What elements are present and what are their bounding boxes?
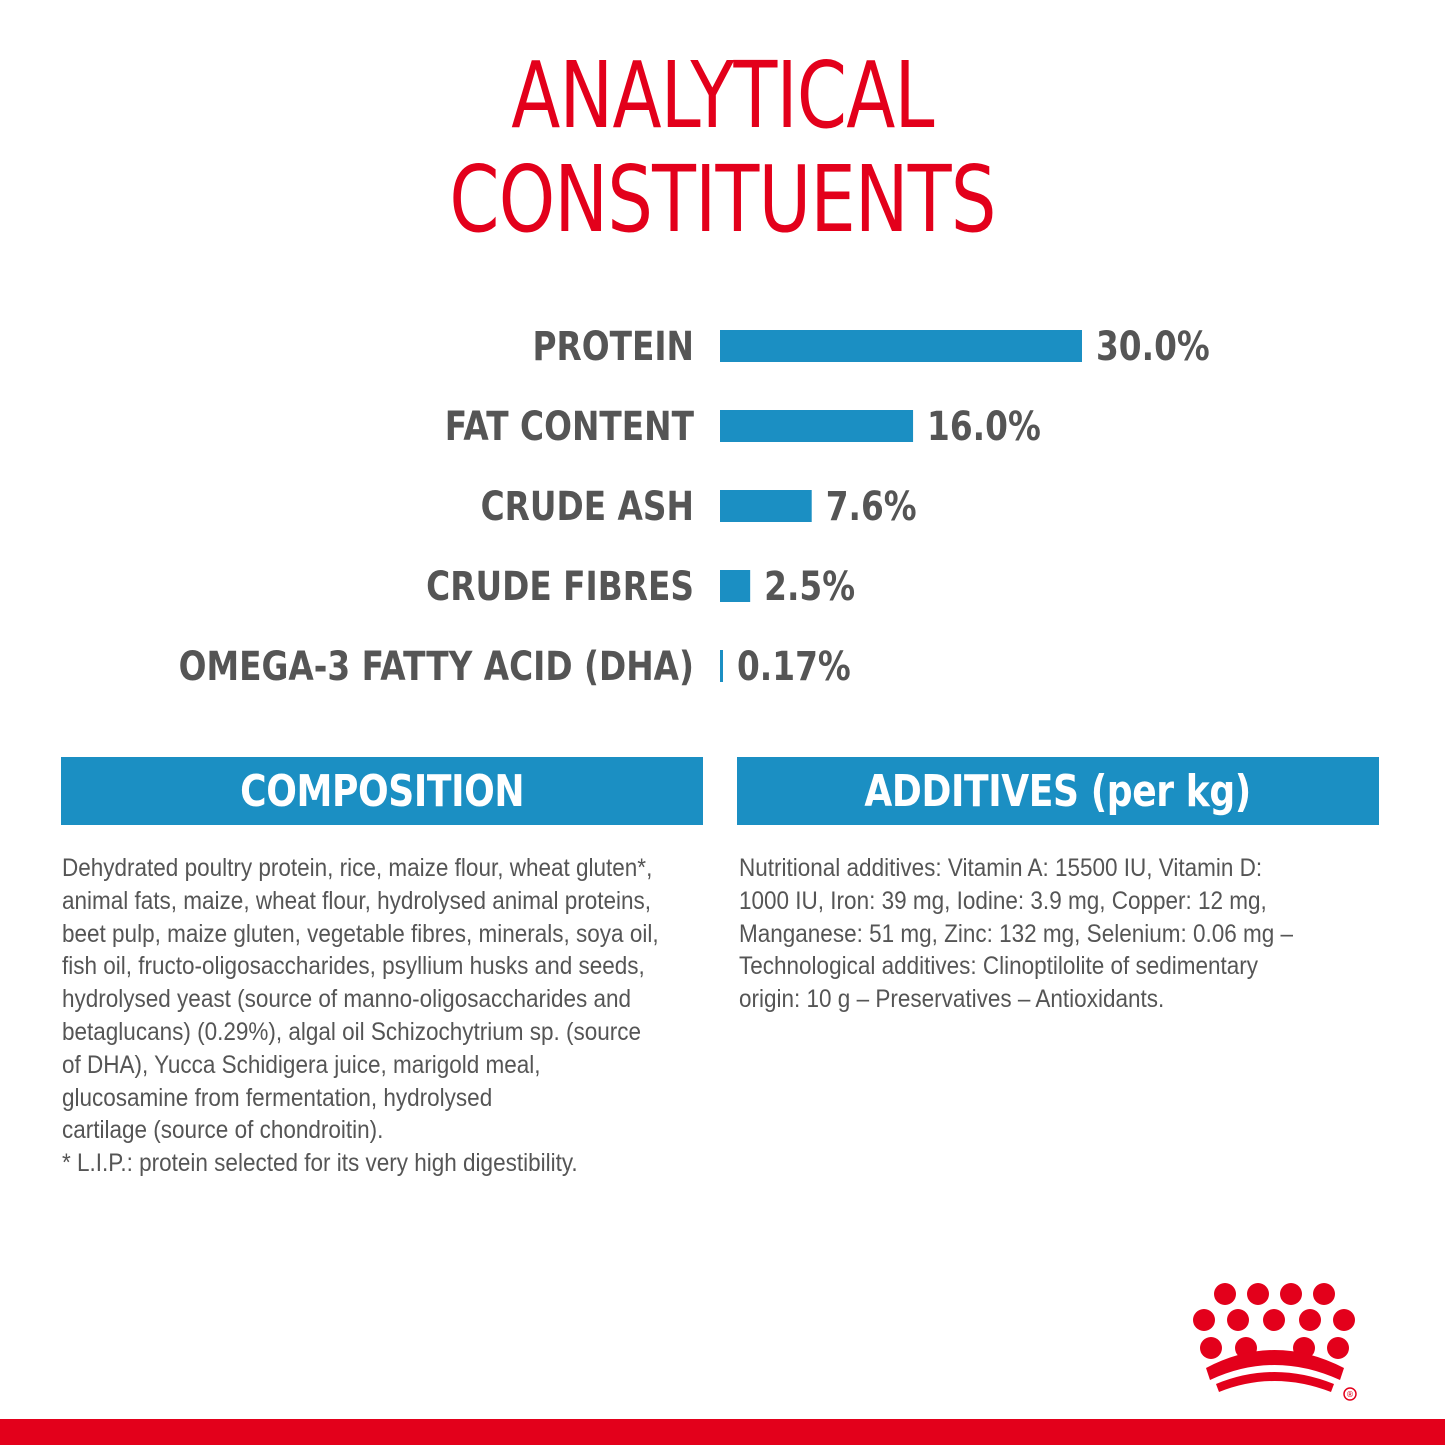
bar [720,490,812,522]
additives-header-label: ADDITIVES (per kg) [864,765,1252,817]
composition-line: hydrolysed yeast (source of manno-oligos… [62,985,632,1014]
crown-logo-icon: ® [1193,1283,1357,1401]
composition-line: betaglucans) (0.29%), algal oil Schizoch… [62,1017,642,1046]
composition-text: Dehydrated poultry protein, rice, maize … [62,852,701,1180]
registered-mark: ® [1346,1390,1354,1399]
title-line-1: ANALYTICAL [511,42,934,149]
registered-mark-icon [1343,1387,1357,1401]
additives-text: Nutritional additives: Vitamin A: 15500 … [739,852,1378,1016]
value-label: 2.5% [764,563,855,610]
title-line-2: CONSTITUENTS [449,146,996,253]
category-label: FAT CONTENT [445,403,694,450]
bar [720,650,723,682]
composition-line: glucosamine from fermentation, hydrolyse… [62,1083,493,1112]
composition-line: beet pulp, maize gluten, vegetable fibre… [62,919,659,948]
additives-line: origin: 10 g – Preservatives – Antioxida… [739,985,1165,1014]
additives-line: Nutritional additives: Vitamin A: 15500 … [739,854,1263,882]
bottom-brand-stripe [0,1419,1445,1445]
value-label: 16.0% [927,403,1041,450]
category-label: CRUDE ASH [481,483,694,530]
value-label: 7.6% [826,483,917,530]
composition-line: of DHA), Yucca Schidigera juice, marigol… [62,1050,541,1079]
composition-line: animal fats, maize, wheat flour, hydroly… [62,886,652,915]
composition-line: Dehydrated poultry protein, rice, maize … [62,854,653,882]
additives-line: 1000 IU, Iron: 39 mg, Iodine: 3.9 mg, Co… [739,886,1267,915]
composition-header: COMPOSITION [61,757,703,825]
additives-line: Manganese: 51 mg, Zinc: 132 mg, Selenium… [739,919,1294,948]
category-label: OMEGA-3 FATTY ACID (DHA) [179,643,694,690]
page-title: ANALYTICAL CONSTITUENTS [159,44,1286,252]
value-label: 0.17% [737,643,851,690]
category-label: CRUDE FIBRES [426,563,694,610]
additives-line: Technological additives: Clinoptilolite … [739,952,1259,981]
category-label: PROTEIN [532,323,694,370]
value-label: 30.0% [1096,323,1210,370]
constituents-bar-chart: PROTEIN 30.0% FAT CONTENT 16.0% CRUDE ASH 7.6… [179,323,1210,690]
bar [720,570,751,602]
composition-line: cartilage (source of chondroitin). [62,1116,384,1145]
composition-header-label: COMPOSITION [240,765,524,817]
bar [720,330,1082,362]
composition-footnote: * L.I.P.: protein selected for its very … [62,1149,578,1178]
bar [720,410,914,442]
additives-header: ADDITIVES (per kg) [737,757,1379,825]
composition-line: fish oil, fructo-oligosaccharides, psyll… [62,952,645,981]
